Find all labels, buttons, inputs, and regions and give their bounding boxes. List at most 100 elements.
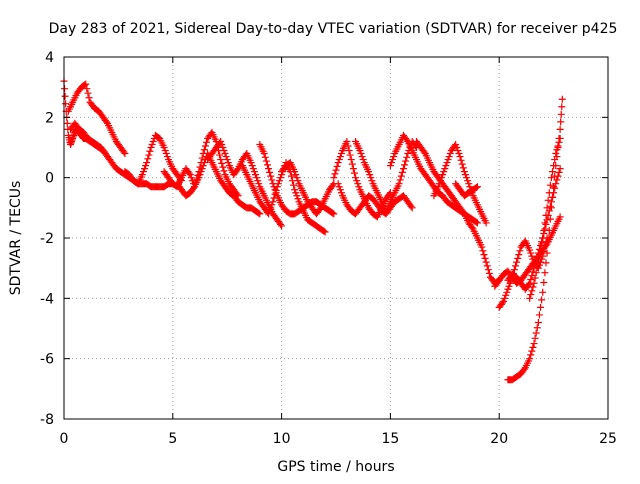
- data-point: [343, 137, 351, 145]
- data-point: [452, 140, 460, 148]
- data-point: [550, 162, 558, 170]
- data-point: [472, 218, 480, 226]
- data-point: [61, 85, 69, 93]
- data-point: [330, 174, 338, 182]
- data-point: [461, 171, 469, 179]
- data-point: [549, 168, 557, 176]
- data-point: [145, 151, 153, 159]
- data-point: [221, 150, 229, 158]
- data-point: [543, 204, 551, 212]
- data-point: [443, 159, 451, 167]
- data-point: [357, 150, 365, 158]
- data-point: [336, 153, 344, 161]
- data-point: [105, 154, 113, 162]
- data-point: [334, 159, 342, 167]
- data-point: [458, 160, 466, 168]
- data-point: [337, 189, 345, 197]
- data-point: [533, 324, 541, 332]
- data-point: [330, 210, 338, 218]
- data-point: [407, 202, 415, 210]
- data-point: [255, 209, 263, 217]
- data-point: [550, 183, 558, 191]
- data-point: [163, 153, 171, 161]
- data-point: [265, 210, 273, 218]
- data-point: [352, 174, 360, 182]
- data-point: [435, 180, 443, 188]
- data-point: [292, 189, 300, 197]
- data-point: [516, 247, 524, 255]
- data-point: [293, 192, 301, 200]
- data-point: [268, 201, 276, 209]
- data-point: [512, 262, 520, 270]
- data-point: [537, 246, 545, 254]
- data-point: [185, 169, 193, 177]
- data-point: [543, 249, 551, 257]
- data-point: [531, 274, 539, 282]
- data-point: [148, 140, 156, 148]
- data-point: [444, 156, 452, 164]
- data-point: [555, 138, 563, 146]
- data-point: [439, 171, 447, 179]
- data-point: [260, 150, 268, 158]
- data-point: [144, 155, 152, 163]
- data-point: [277, 174, 285, 182]
- data-point: [484, 266, 492, 274]
- data-point: [102, 118, 110, 126]
- data-point: [535, 252, 543, 260]
- data-point: [541, 225, 549, 233]
- data-point: [545, 189, 553, 197]
- data-point: [553, 176, 561, 184]
- data-point: [404, 150, 412, 158]
- data-point: [355, 183, 363, 191]
- data-point: [142, 162, 150, 170]
- data-point: [292, 171, 300, 179]
- data-point: [534, 258, 542, 266]
- data-point: [527, 275, 535, 283]
- data-point: [551, 184, 559, 192]
- x-tick-label: 5: [168, 431, 177, 447]
- data-point: [546, 202, 554, 210]
- data-point: [547, 174, 555, 182]
- series-arc-16: [430, 140, 490, 227]
- data-point: [539, 288, 547, 296]
- data-point: [408, 204, 416, 212]
- data-point: [251, 171, 259, 179]
- data-point: [445, 153, 453, 161]
- data-point: [366, 171, 374, 179]
- data-point: [266, 168, 274, 176]
- data-point: [332, 166, 340, 174]
- x-tick-label: 15: [381, 431, 399, 447]
- data-point: [291, 186, 299, 194]
- x-axis-label: GPS time / hours: [277, 459, 394, 475]
- data-point: [272, 189, 280, 197]
- data-point: [532, 269, 540, 277]
- data-point: [513, 258, 521, 266]
- series-arc-14: [386, 131, 481, 227]
- data-point: [440, 168, 448, 176]
- data-point: [223, 156, 231, 164]
- data-point: [390, 153, 398, 161]
- data-point: [464, 177, 472, 185]
- data-point: [482, 258, 490, 266]
- data-point: [541, 243, 549, 251]
- data-point: [544, 196, 552, 204]
- data-point: [120, 148, 128, 156]
- data-point: [294, 195, 302, 203]
- data-point: [478, 243, 486, 251]
- data-point: [557, 110, 565, 118]
- data-point: [149, 137, 157, 145]
- data-point: [385, 190, 393, 198]
- data-point: [555, 168, 563, 176]
- data-point: [552, 150, 560, 158]
- series-arc-22: [526, 134, 564, 302]
- data-point: [61, 92, 69, 100]
- data-point: [387, 159, 395, 167]
- data-point: [529, 283, 537, 291]
- data-point: [106, 156, 114, 164]
- data-point: [147, 144, 155, 151]
- x-tick-label: 0: [60, 431, 69, 447]
- data-point: [269, 198, 277, 206]
- data-point: [527, 351, 535, 359]
- data-point: [62, 100, 70, 108]
- data-point: [542, 211, 550, 219]
